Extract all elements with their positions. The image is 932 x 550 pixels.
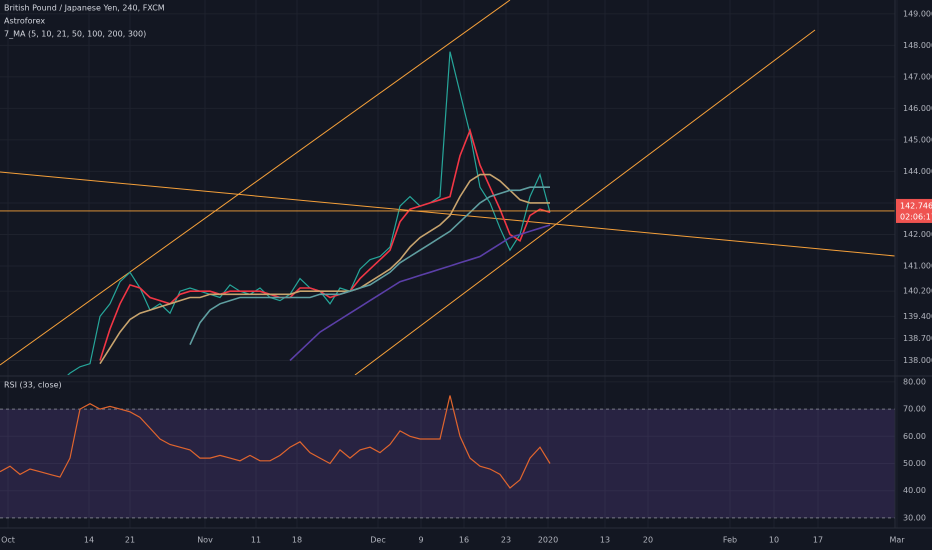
y-tick-label: 80.00 (903, 377, 926, 386)
series-line (99, 173, 550, 365)
y-tick-label: 60.00 (903, 432, 926, 441)
x-tick-label: Dec (370, 536, 385, 545)
x-tick-label: Oct (1, 536, 15, 545)
trendline (0, 171, 895, 257)
y-tick-label: 146.000 (903, 104, 932, 113)
rsi-band (0, 409, 895, 518)
subtitle: Astroforex (4, 17, 45, 26)
x-tick-label: 23 (501, 536, 511, 545)
x-tick-label: 21 (125, 536, 135, 545)
rsi-title: RSI (33, close) (4, 381, 62, 390)
trendlines (0, 0, 895, 375)
x-tick-label: 10 (769, 536, 779, 545)
y-tick-label: 40.00 (903, 486, 926, 495)
x-tick-label: 13 (600, 536, 610, 545)
x-tick-label: 11 (251, 536, 261, 545)
x-tick-label: 16 (459, 536, 469, 545)
axes: 149.000 148.000 147.000 146.000 145.000 144.0… (1, 9, 932, 545)
y-tick-label: 139.400 (903, 312, 932, 321)
y-tick-label: 70.00 (903, 405, 926, 414)
last-price-label: 142.746 (900, 201, 932, 210)
chart-title: British Pound / Japanese Yen, 240, FXCM (4, 4, 165, 13)
x-tick-label: 20 (643, 536, 653, 545)
y-tick-label: 138.700 (903, 334, 932, 343)
series-line (189, 186, 550, 346)
x-tick-label: Nov (197, 536, 213, 545)
series-line (289, 224, 551, 362)
x-tick-label: Feb (723, 536, 737, 545)
y-tick-label: 142.000 (903, 230, 932, 239)
y-tick-label: 147.000 (903, 72, 932, 81)
y-tick-label: 141.000 (903, 261, 932, 270)
x-tick-label: 18 (292, 536, 302, 545)
x-tick-label: Mar (889, 536, 905, 545)
y-tick-label: 148.000 (903, 41, 932, 50)
series-line (0, 395, 551, 489)
y-tick-label: 50.00 (903, 459, 926, 468)
last-price-tag (896, 198, 932, 223)
y-tick-label: 140.200 (903, 287, 932, 296)
x-tick-label: 17 (813, 536, 823, 545)
indicator-label: 7_MA (5, 10, 21, 50, 100, 200, 300) (4, 30, 146, 39)
y-tick-label: 144.000 (903, 167, 932, 176)
x-tick-label: 9 (418, 536, 423, 545)
x-tick-label: 14 (84, 536, 94, 545)
trendline (0, 0, 511, 366)
price-pane (0, 51, 895, 375)
trendline (354, 29, 816, 375)
series-line (67, 51, 551, 375)
y-tick-label: 145.000 (903, 135, 932, 144)
x-tick-label: 2020 (538, 536, 558, 545)
y-tick-label: 149.000 (903, 9, 932, 18)
y-tick-label: 30.00 (903, 513, 926, 522)
rsi-pane (0, 395, 895, 519)
y-tick-label: 138.000 (903, 356, 932, 365)
countdown: 02:06:17 (900, 212, 932, 221)
